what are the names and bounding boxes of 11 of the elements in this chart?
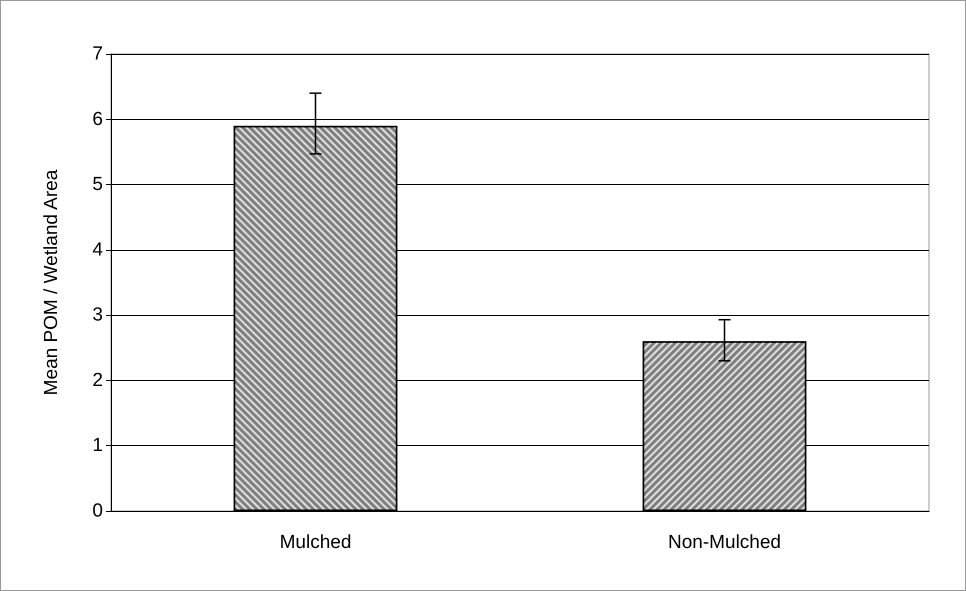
y-tick-label: 3 [92, 304, 103, 326]
y-tick-label: 0 [92, 500, 103, 522]
y-axis-title: Mean POM / Wetland Area [41, 169, 62, 396]
y-tick-label: 4 [92, 239, 104, 260]
y-tick-label: 1 [92, 435, 103, 456]
y-tick-label: 5 [92, 174, 103, 196]
y-tick-label: 6 [92, 108, 103, 130]
x-tick-label: Mulched [280, 532, 352, 553]
y-tick-label: 2 [92, 370, 103, 391]
y-tick-label: 7 [92, 44, 103, 64]
x-tick-label: Non-Mulched [668, 532, 781, 553]
